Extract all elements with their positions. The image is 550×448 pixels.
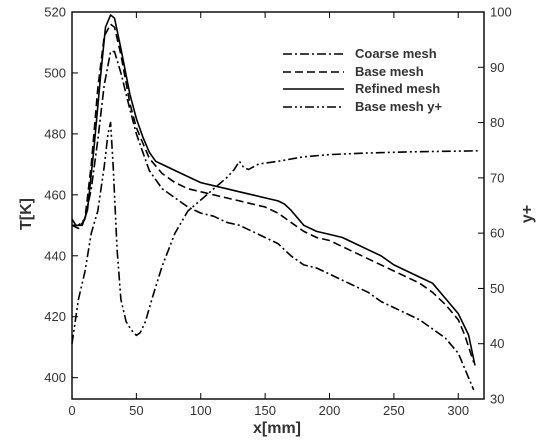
- series-line-base-mesh-y: [71, 121, 478, 344]
- right-y-tick-label: 40: [490, 336, 504, 351]
- series-line-coarse-mesh: [72, 50, 475, 391]
- left-y-tick-label: 500: [44, 65, 66, 80]
- x-tick-label: 300: [447, 403, 469, 418]
- x-tick-label: 100: [190, 403, 212, 418]
- right-y-tick-label: 100: [490, 5, 512, 20]
- x-tick-label: 150: [254, 403, 276, 418]
- legend-label-refined: Refined mesh: [355, 81, 440, 96]
- legend-label-coarse: Coarse mesh: [355, 46, 437, 61]
- x-axis-title: x[mm]: [253, 420, 301, 437]
- x-tick-label: 250: [383, 403, 405, 418]
- legend: Coarse mesh Base mesh Refined mesh Base …: [283, 46, 442, 114]
- x-tick-label: 200: [319, 403, 341, 418]
- right-y-tick-label: 90: [490, 60, 504, 75]
- x-tick-label: 50: [129, 403, 143, 418]
- series-line-refined-mesh: [71, 14, 476, 366]
- left-y-tick-label: 480: [44, 126, 66, 141]
- axes: 0 50 100 150 200 250 300 400 420 440 460 480 500 520 3…: [44, 5, 511, 419]
- left-axis-title: T[K]: [18, 198, 35, 230]
- left-y-tick-label: 440: [44, 248, 66, 263]
- left-y-tick-label: 400: [44, 370, 66, 385]
- series-line-base-mesh: [71, 23, 475, 363]
- right-y-tick-label: 60: [490, 226, 504, 241]
- right-axis-title: y+: [519, 205, 536, 223]
- right-y-tick-label: 30: [490, 392, 504, 407]
- left-y-tick-label: 420: [44, 309, 66, 324]
- plot-frame: [71, 11, 485, 400]
- legend-label-base-yplus: Base mesh y+: [355, 99, 442, 114]
- left-y-tick-label: 520: [44, 5, 66, 20]
- left-y-tick-label: 460: [44, 187, 66, 202]
- x-tick-label: 0: [68, 403, 75, 418]
- right-y-tick-label: 50: [490, 281, 504, 296]
- plot-series: [71, 14, 478, 391]
- legend-label-base: Base mesh: [355, 64, 424, 79]
- right-y-tick-label: 80: [490, 115, 504, 130]
- right-y-tick-label: 70: [490, 170, 504, 185]
